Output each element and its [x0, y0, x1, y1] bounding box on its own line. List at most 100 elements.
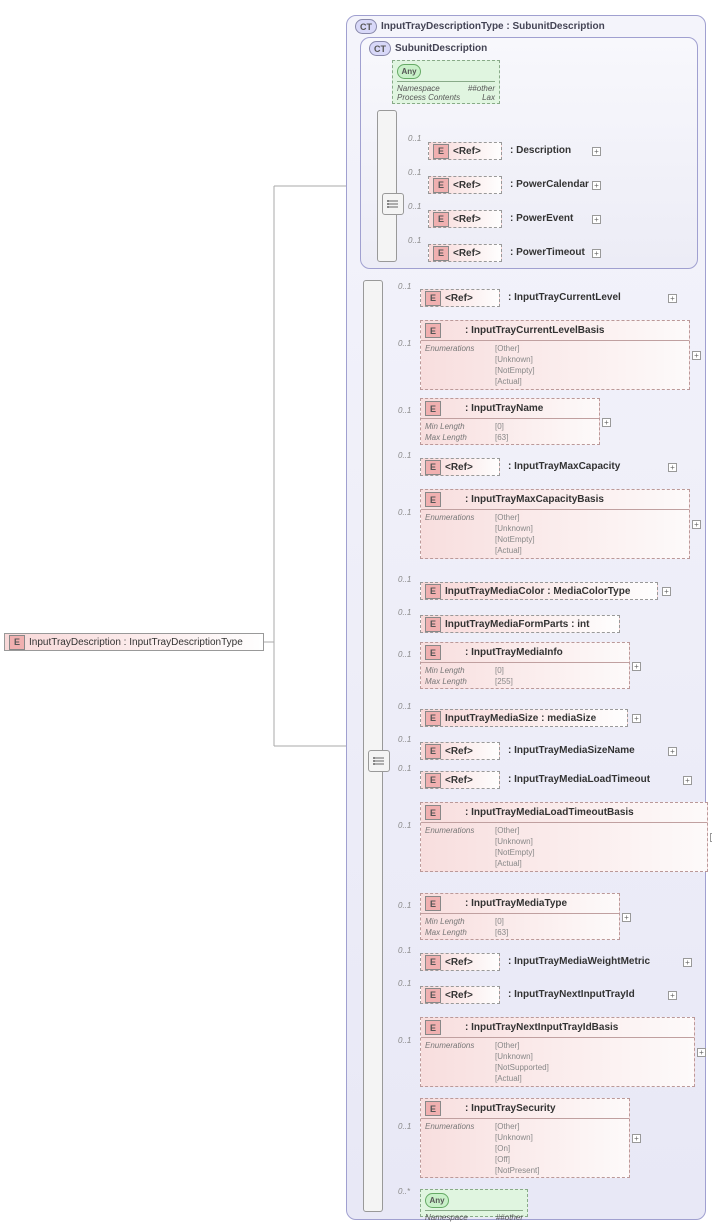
expand-icon[interactable]: + [692, 351, 701, 360]
ref-label: : InputTrayMediaSizeName [508, 745, 635, 756]
e-badge: E [433, 178, 449, 193]
e-badge: E [433, 246, 449, 261]
expand-icon[interactable]: + [632, 714, 641, 723]
e-badge: E [425, 492, 441, 507]
e-badge: E [425, 955, 441, 970]
cardinality: 0..1 [398, 508, 411, 517]
expand-icon[interactable]: + [632, 662, 641, 671]
e-badge: E [425, 645, 441, 660]
cardinality: 0..1 [398, 821, 411, 830]
ref-element[interactable]: E<Ref> [420, 289, 500, 307]
inner-group-title: SubunitDescription [395, 43, 487, 54]
e-badge: E [425, 711, 441, 726]
cardinality: 0..1 [398, 650, 411, 659]
cardinality: 0..1 [408, 236, 421, 245]
ref-label: : InputTrayMediaWeightMetric [508, 956, 650, 967]
any-badge: Any [425, 1193, 449, 1208]
any-badge: Any [397, 64, 421, 79]
cardinality: 0..1 [398, 575, 411, 584]
expand-icon[interactable]: + [592, 249, 601, 258]
ct-badge: CT [369, 41, 391, 56]
cardinality: 0..1 [398, 282, 411, 291]
e-badge: E [425, 584, 441, 599]
main-sequence [363, 280, 383, 1212]
e-badge: E [433, 144, 449, 159]
outer-group-title: InputTrayDescriptionType : SubunitDescri… [381, 21, 605, 32]
expand-icon[interactable]: + [668, 991, 677, 1000]
ref-detail[interactable]: E: InputTrayCurrentLevelBasisEnumeration… [420, 320, 690, 390]
any-element[interactable]: AnyNamespace##other [420, 1189, 528, 1217]
inner-choice-icon [382, 193, 404, 215]
ref-powertimeout[interactable]: E<Ref> [428, 244, 502, 262]
expand-icon[interactable]: + [697, 1048, 706, 1057]
e-badge: E [433, 212, 449, 227]
cardinality: 0..1 [398, 735, 411, 744]
cardinality: 0..1 [398, 901, 411, 910]
cardinality: 0..1 [408, 202, 421, 211]
cardinality: 0..* [398, 1187, 410, 1196]
ref-label: : InputTrayMediaLoadTimeout [508, 774, 650, 785]
ref-element[interactable]: E<Ref> [420, 986, 500, 1004]
e-badge: E [425, 896, 441, 911]
cardinality: 0..1 [398, 979, 411, 988]
cardinality: 0..1 [398, 406, 411, 415]
e-badge: E [425, 323, 441, 338]
ct-badge: CT [355, 19, 377, 34]
e-badge: E [425, 773, 441, 788]
ref-powerevent[interactable]: E<Ref> [428, 210, 502, 228]
cardinality: 0..1 [398, 1036, 411, 1045]
e-badge: E [425, 805, 441, 820]
ref-description[interactable]: E<Ref> [428, 142, 502, 160]
cardinality: 0..1 [398, 946, 411, 955]
expand-icon[interactable]: + [622, 913, 631, 922]
ref-label: : InputTrayNextInputTrayId [508, 989, 635, 1000]
ref-label: : PowerCalendar [510, 179, 589, 190]
ref-element[interactable]: E<Ref> [420, 953, 500, 971]
cardinality: 0..1 [398, 451, 411, 460]
e-badge: E [425, 988, 441, 1003]
ref-label: : InputTrayMaxCapacity [508, 461, 620, 472]
expand-icon[interactable]: + [632, 1134, 641, 1143]
ref-powercalendar[interactable]: E<Ref> [428, 176, 502, 194]
ref-element[interactable]: E<Ref> [420, 771, 500, 789]
cardinality: 0..1 [398, 339, 411, 348]
ref-label: : InputTrayCurrentLevel [508, 292, 621, 303]
ref-detail[interactable]: E: InputTrayMediaLoadTimeoutBasisEnumera… [420, 802, 708, 872]
ref-element[interactable]: E<Ref> [420, 458, 500, 476]
ref-detail[interactable]: E: InputTrayNextInputTrayIdBasisEnumerat… [420, 1017, 695, 1087]
expand-icon[interactable]: + [592, 181, 601, 190]
expand-icon[interactable]: + [662, 587, 671, 596]
ref-detail[interactable]: E: InputTrayMediaTypeMin Length[0]Max Le… [420, 893, 620, 940]
element[interactable]: EInputTrayMediaColor : MediaColorType [420, 582, 658, 600]
cardinality: 0..1 [398, 1122, 411, 1131]
expand-icon[interactable]: + [592, 147, 601, 156]
expand-icon[interactable]: + [602, 418, 611, 427]
ref-label: : Description [510, 145, 571, 156]
e-badge: E [425, 291, 441, 306]
expand-icon[interactable]: + [683, 958, 692, 967]
any-element[interactable]: AnyNamespace##otherProcess ContentsLax [392, 60, 500, 104]
main-choice-icon [368, 750, 390, 772]
expand-icon[interactable]: + [592, 215, 601, 224]
inner-sequence [377, 110, 397, 262]
element[interactable]: EInputTrayMediaFormParts : int [420, 615, 620, 633]
expand-icon[interactable]: + [668, 747, 677, 756]
e-badge: E [425, 1101, 441, 1116]
element[interactable]: EInputTrayMediaSize : mediaSize [420, 709, 628, 727]
ref-detail[interactable]: E: InputTrayMaxCapacityBasisEnumerations… [420, 489, 690, 559]
root-element[interactable]: EInputTrayDescription : InputTrayDescrip… [4, 633, 264, 651]
cardinality: 0..1 [398, 608, 411, 617]
ref-detail[interactable]: E: InputTraySecurityEnumerations[Other][… [420, 1098, 630, 1178]
expand-icon[interactable]: + [668, 294, 677, 303]
ref-label: : PowerEvent [510, 213, 573, 224]
expand-icon[interactable]: + [668, 463, 677, 472]
cardinality: 0..1 [398, 702, 411, 711]
ref-detail[interactable]: E: InputTrayMediaInfoMin Length[0]Max Le… [420, 642, 630, 689]
ref-element[interactable]: E<Ref> [420, 742, 500, 760]
expand-icon[interactable]: + [692, 520, 701, 529]
expand-icon[interactable]: + [683, 776, 692, 785]
e-badge: E [425, 401, 441, 416]
e-badge: E [425, 617, 441, 632]
e-badge: E [9, 635, 25, 650]
ref-detail[interactable]: E: InputTrayNameMin Length[0]Max Length[… [420, 398, 600, 445]
